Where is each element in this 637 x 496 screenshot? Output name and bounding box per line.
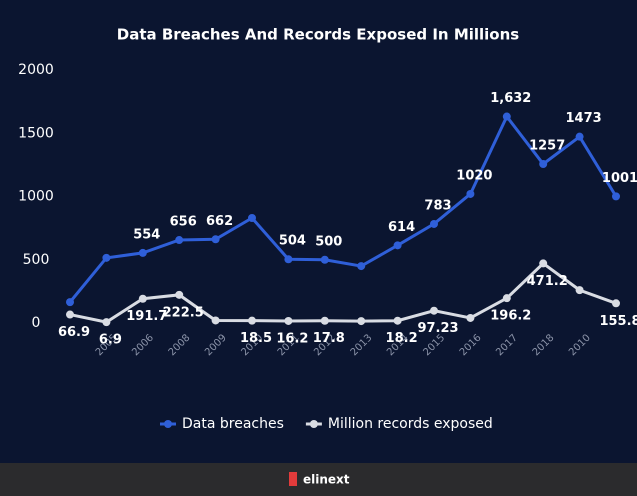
data-label: 17.8 xyxy=(313,331,345,346)
chart-title: Data Breaches And Records Exposed In Mil… xyxy=(117,26,520,44)
data-point xyxy=(539,259,548,268)
legend-marker xyxy=(309,420,318,428)
legend-marker xyxy=(164,420,172,428)
data-point xyxy=(539,159,548,168)
series-line xyxy=(68,113,618,304)
data-label: 18.2 xyxy=(386,331,418,346)
data-point xyxy=(320,255,329,264)
data-point xyxy=(284,316,293,325)
data-point xyxy=(393,316,402,325)
data-point xyxy=(66,298,74,307)
data-point xyxy=(102,253,111,262)
data-label: 1020 xyxy=(456,168,492,183)
data-label: 500 xyxy=(315,234,342,249)
data-point xyxy=(248,214,256,223)
data-point xyxy=(575,132,584,141)
data-point xyxy=(320,316,329,325)
data-point xyxy=(430,306,438,315)
footer-brand: elinext xyxy=(303,473,350,487)
series-line xyxy=(69,261,617,324)
data-label: 656 xyxy=(170,215,197,230)
data-point xyxy=(393,241,402,250)
data-point xyxy=(357,262,366,271)
data-label: 1257 xyxy=(529,138,565,153)
data-point xyxy=(612,299,620,308)
y-tick-label: 500 xyxy=(23,252,50,268)
data-point xyxy=(102,318,111,327)
data-label: 1473 xyxy=(566,111,602,126)
data-point xyxy=(66,310,74,319)
data-label: 1,632 xyxy=(490,91,531,106)
data-label: 6.9 xyxy=(99,333,122,348)
y-tick-label: 1500 xyxy=(18,125,54,141)
y-tick-label: 0 xyxy=(32,315,41,331)
data-label: 196.2 xyxy=(490,309,531,324)
data-point xyxy=(138,248,147,257)
footer xyxy=(0,463,637,496)
data-point xyxy=(430,219,438,228)
data-label: 155.8 xyxy=(599,314,637,329)
data-label: 504 xyxy=(279,234,306,249)
data-label: 614 xyxy=(388,220,415,235)
data-point xyxy=(466,313,475,322)
data-point xyxy=(175,290,184,299)
data-label: 662 xyxy=(206,214,233,229)
data-label: 783 xyxy=(424,198,451,213)
legend-label: Million records exposed xyxy=(328,416,493,432)
data-label: 18.5 xyxy=(240,331,272,346)
legend-label: Data breaches xyxy=(182,416,284,432)
data-label: 66.9 xyxy=(58,325,90,340)
data-point xyxy=(466,189,475,198)
data-point xyxy=(284,255,293,264)
data-point xyxy=(357,317,366,326)
data-label: 1001 xyxy=(602,171,637,186)
data-label: 222.5 xyxy=(163,305,204,320)
data-label: 191.7 xyxy=(126,309,167,324)
data-point xyxy=(502,112,511,121)
data-label: 554 xyxy=(133,227,160,242)
brand-icon xyxy=(289,472,297,486)
data-point xyxy=(138,294,147,303)
data-point xyxy=(502,294,511,303)
y-tick-label: 2000 xyxy=(18,62,54,78)
y-tick-label: 1000 xyxy=(18,189,54,205)
data-point xyxy=(211,316,220,325)
data-point xyxy=(612,192,620,201)
data-label: 16.2 xyxy=(276,331,308,346)
data-point xyxy=(575,286,584,295)
data-point xyxy=(248,316,256,325)
data-label: 471.2 xyxy=(527,274,568,289)
data-point xyxy=(175,236,184,245)
data-point xyxy=(211,235,220,244)
data-label: 97.23 xyxy=(417,321,458,336)
background xyxy=(0,0,637,463)
